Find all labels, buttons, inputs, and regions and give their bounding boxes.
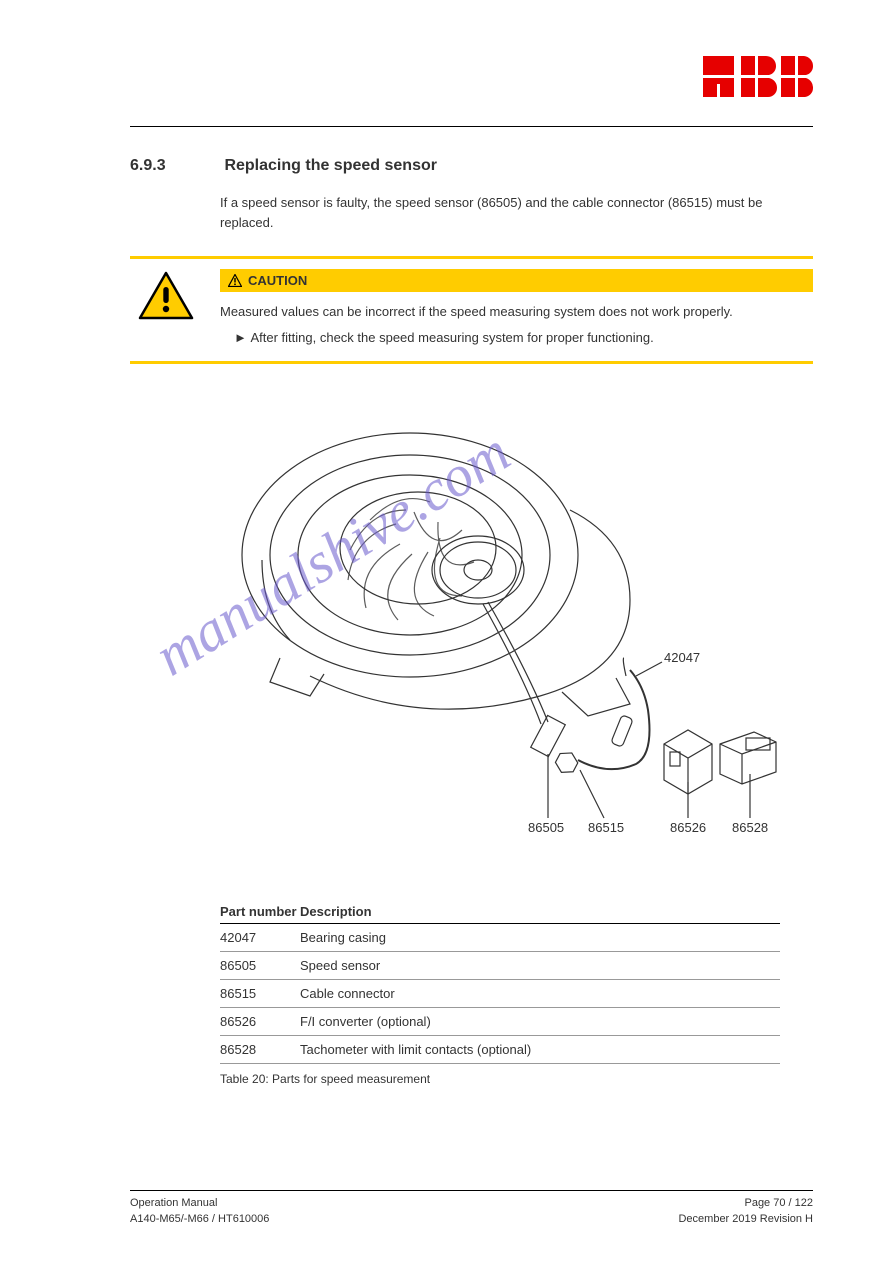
- caution-bar-bottom: [130, 361, 813, 364]
- top-rule: [130, 126, 813, 127]
- warning-triangle-icon: [138, 271, 194, 321]
- table-row: 86515 Cable connector: [220, 980, 780, 1008]
- section-number: 6.9.3: [130, 157, 220, 175]
- footer-revision: December 2019 Revision H: [678, 1213, 813, 1225]
- section-heading: 6.9.3 Replacing the speed sensor: [130, 157, 813, 175]
- cell-partnum: 86515: [220, 980, 300, 1008]
- table-caption: Table 20: Parts for speed measurement: [220, 1072, 813, 1086]
- cell-partnum: 42047: [220, 924, 300, 952]
- cell-desc: F/I converter (optional): [300, 1008, 780, 1036]
- callout-86526: 86526: [670, 820, 706, 835]
- parts-table: Part number Description 42047 Bearing ca…: [220, 900, 780, 1064]
- caution-header: CAUTION: [220, 269, 813, 292]
- intro-paragraph: If a speed sensor is faulty, the speed s…: [220, 193, 813, 232]
- table-row: 86505 Speed sensor: [220, 952, 780, 980]
- cell-partnum: 86526: [220, 1008, 300, 1036]
- table-row: 86526 F/I converter (optional): [220, 1008, 780, 1036]
- callout-86515: 86515: [588, 820, 624, 835]
- caution-icon-column: [130, 269, 220, 347]
- cell-desc: Tachometer with limit contacts (optional…: [300, 1036, 780, 1064]
- caution-block: CAUTION Measured values can be incorrect…: [130, 256, 813, 364]
- cell-partnum: 86505: [220, 952, 300, 980]
- abb-logo: [703, 56, 813, 103]
- callout-86528: 86528: [732, 820, 768, 835]
- col-description: Description: [300, 900, 780, 924]
- callout-86505: 86505: [528, 820, 564, 835]
- cell-desc: Cable connector: [300, 980, 780, 1008]
- caution-bullet: ► After fitting, check the speed measuri…: [234, 328, 813, 348]
- caution-label: CAUTION: [248, 273, 307, 288]
- section-title: Replacing the speed sensor: [224, 157, 437, 175]
- cell-partnum: 86528: [220, 1036, 300, 1064]
- warning-small-icon: [228, 274, 242, 287]
- table-row: 86528 Tachometer with limit contacts (op…: [220, 1036, 780, 1064]
- callout-42047: 42047: [664, 650, 700, 665]
- caution-bullet-text: After fitting, check the speed measuring…: [250, 330, 653, 345]
- footer-manual: Operation Manual: [130, 1197, 217, 1209]
- table-header-row: Part number Description: [220, 900, 780, 924]
- caution-paragraph: Measured values can be incorrect if the …: [220, 302, 813, 322]
- cell-desc: Bearing casing: [300, 924, 780, 952]
- table-row: 42047 Bearing casing: [220, 924, 780, 952]
- page-footer: Operation Manual Page 70 / 122: [130, 1190, 813, 1209]
- cell-desc: Speed sensor: [300, 952, 780, 980]
- page-footer-line2: A140-M65/-M66 / HT610006 December 2019 R…: [130, 1213, 813, 1225]
- technical-figure: 42047 86505 86515 86526 86528: [220, 380, 780, 890]
- footer-doc-id: A140-M65/-M66 / HT610006: [130, 1213, 269, 1225]
- col-part-number: Part number: [220, 900, 300, 924]
- footer-page: Page 70 / 122: [744, 1197, 813, 1209]
